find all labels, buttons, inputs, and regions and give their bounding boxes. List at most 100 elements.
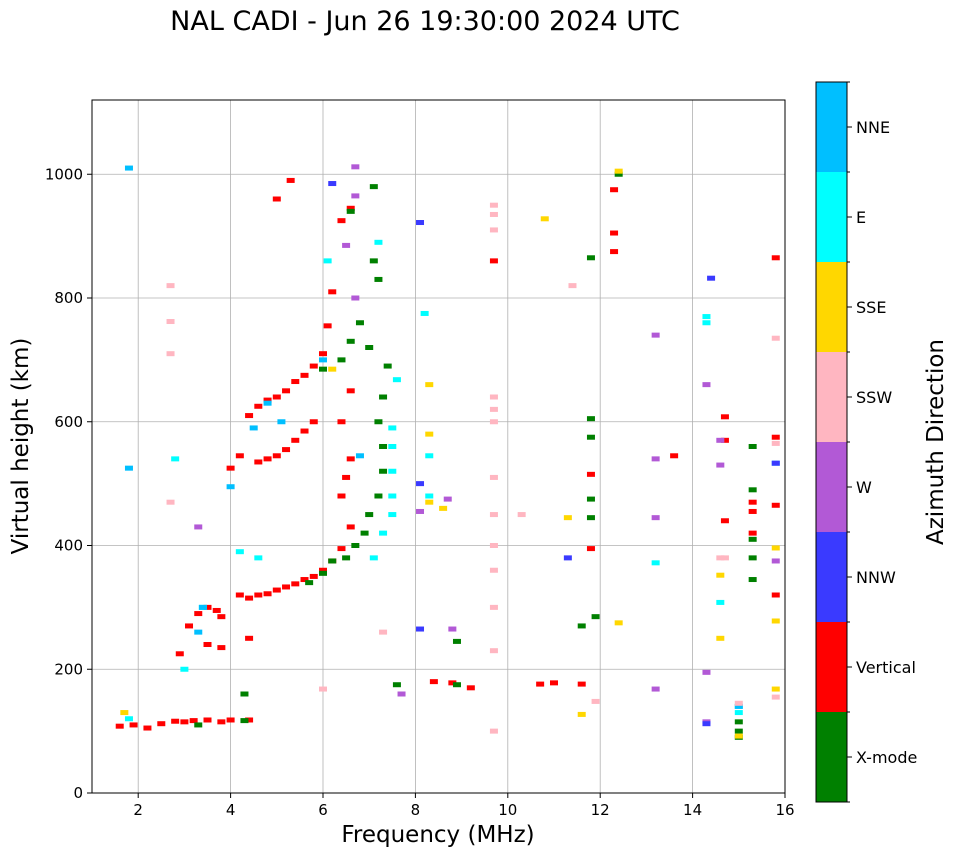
echo-point-ssw xyxy=(720,555,729,561)
echo-point-sse xyxy=(120,710,129,716)
echo-point-vertical xyxy=(489,258,498,264)
echo-point-e xyxy=(379,530,388,536)
echo-point-nnw xyxy=(416,481,425,487)
echo-point-ssw xyxy=(568,283,577,289)
echo-point-vertical xyxy=(670,453,679,459)
echo-point-w xyxy=(194,524,203,530)
echo-point-e xyxy=(425,493,434,499)
echo-point-w xyxy=(702,382,711,388)
colorbar-segment-nne xyxy=(816,82,847,172)
echo-point-x-mode xyxy=(240,718,249,724)
echo-point-vertical xyxy=(245,635,254,641)
echo-point-x-mode xyxy=(346,208,355,214)
echo-point-w xyxy=(351,295,360,301)
echo-point-vertical xyxy=(217,614,226,620)
echo-point-ssw xyxy=(489,406,498,412)
echo-point-e xyxy=(702,314,711,320)
echo-point-vertical xyxy=(180,719,189,725)
x-tick-label: 6 xyxy=(318,801,328,819)
echo-point-vertical xyxy=(300,428,309,434)
echo-point-e xyxy=(420,310,429,316)
echo-point-nne xyxy=(319,357,327,363)
echo-point-nnw xyxy=(416,626,425,632)
y-tick-label: 400 xyxy=(54,537,83,555)
colorbar-label-sse: SSE xyxy=(856,298,886,317)
echo-point-e xyxy=(369,555,378,561)
echo-point-vertical xyxy=(217,645,226,651)
echo-point-x-mode xyxy=(342,555,351,561)
echo-point-vertical xyxy=(550,680,558,686)
echo-point-vertical xyxy=(185,623,194,629)
echo-point-nne xyxy=(226,484,235,490)
echo-point-w xyxy=(702,669,711,675)
echo-point-vertical xyxy=(203,642,212,647)
echo-point-ssw xyxy=(517,512,526,518)
echo-point-e xyxy=(388,493,397,499)
echo-point-w xyxy=(651,686,660,692)
echo-point-nnw xyxy=(328,181,337,187)
echo-point-vertical xyxy=(586,546,595,552)
echo-point-x-mode xyxy=(748,487,757,493)
colorbar: X-mode Vertical NNW W SSW SSE E NNE xyxy=(815,81,917,803)
echo-point-x-mode xyxy=(452,638,461,644)
echo-point-vertical xyxy=(771,255,780,261)
echo-point-w xyxy=(716,462,725,468)
echo-point-vertical xyxy=(337,546,346,552)
echo-point-x-mode xyxy=(240,691,249,697)
echo-point-vertical xyxy=(309,573,318,579)
echo-point-vertical xyxy=(323,323,332,329)
echo-point-x-mode xyxy=(586,255,595,261)
echo-point-sse xyxy=(563,515,572,521)
echo-point-nne xyxy=(277,419,286,425)
x-tick-label: 12 xyxy=(591,801,610,819)
echo-point-x-mode xyxy=(586,515,595,521)
echo-point-nnw xyxy=(771,460,780,466)
echo-point-vertical xyxy=(286,177,295,183)
echo-point-w xyxy=(651,515,660,521)
echo-point-x-mode xyxy=(748,536,757,542)
echo-point-vertical xyxy=(748,508,757,514)
x-tick-label: 2 xyxy=(133,801,143,819)
echo-point-w xyxy=(397,691,406,697)
echo-point-e xyxy=(254,555,263,561)
echo-point-x-mode xyxy=(319,366,327,372)
echo-point-ssw xyxy=(489,567,498,573)
echo-point-vertical xyxy=(346,205,355,211)
echo-point-vertical xyxy=(272,453,281,459)
echo-point-vertical xyxy=(610,230,619,236)
echo-point-w xyxy=(342,242,351,248)
echo-point-sse xyxy=(771,618,780,624)
echo-point-x-mode xyxy=(355,320,364,326)
echo-point-vertical xyxy=(337,419,346,425)
echo-point-vertical xyxy=(263,397,272,403)
echo-point-sse xyxy=(425,382,434,388)
echo-point-vertical xyxy=(175,651,184,657)
colorbar-frame xyxy=(815,81,848,803)
echo-point-ssw xyxy=(771,440,780,446)
echo-point-nne xyxy=(249,425,258,431)
echo-point-x-mode xyxy=(586,434,595,440)
echo-point-ssw xyxy=(379,629,388,635)
colorbar-label-e: E xyxy=(856,208,866,227)
echo-point-vertical xyxy=(319,351,327,357)
echo-point-x-mode xyxy=(194,722,203,728)
echo-point-nne xyxy=(124,165,133,171)
colorbar-label-nne: NNE xyxy=(856,118,890,137)
echo-point-vertical xyxy=(226,717,235,723)
echo-point-vertical xyxy=(115,723,124,729)
echo-point-ssw xyxy=(489,604,498,610)
echo-point-vertical xyxy=(282,584,291,590)
echo-point-nnw xyxy=(707,275,716,281)
echo-point-vertical xyxy=(610,187,619,193)
echo-point-vertical xyxy=(272,196,281,202)
echo-point-vertical xyxy=(235,592,244,598)
echo-point-vertical xyxy=(263,456,272,462)
echo-point-x-mode xyxy=(748,577,757,583)
echo-point-x-mode xyxy=(351,543,360,548)
echo-point-nne xyxy=(734,703,743,709)
grid xyxy=(92,100,786,794)
echo-point-sse xyxy=(614,168,623,174)
echo-point-ssw xyxy=(716,555,725,561)
echo-point-x-mode xyxy=(346,338,355,344)
echo-point-sse xyxy=(771,545,780,551)
